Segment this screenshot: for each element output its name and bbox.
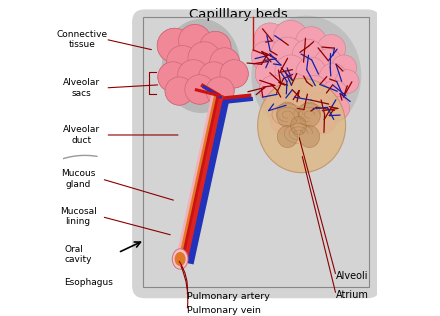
Text: Connective
tissue: Connective tissue bbox=[56, 29, 107, 49]
Circle shape bbox=[188, 42, 220, 74]
Circle shape bbox=[271, 37, 304, 70]
Ellipse shape bbox=[291, 116, 306, 135]
Circle shape bbox=[165, 77, 193, 105]
Circle shape bbox=[326, 96, 350, 120]
Ellipse shape bbox=[298, 102, 320, 127]
Circle shape bbox=[285, 90, 312, 118]
Circle shape bbox=[273, 21, 308, 55]
Polygon shape bbox=[183, 94, 224, 262]
Polygon shape bbox=[178, 94, 226, 264]
Circle shape bbox=[220, 60, 248, 88]
Circle shape bbox=[167, 46, 198, 77]
Circle shape bbox=[167, 46, 198, 77]
Circle shape bbox=[279, 73, 308, 103]
Circle shape bbox=[254, 23, 286, 56]
Ellipse shape bbox=[162, 19, 240, 113]
Circle shape bbox=[165, 77, 193, 105]
Text: Pulmonary vein: Pulmonary vein bbox=[187, 306, 261, 315]
Circle shape bbox=[157, 28, 192, 63]
Circle shape bbox=[158, 62, 188, 92]
Circle shape bbox=[198, 62, 229, 92]
Circle shape bbox=[251, 41, 283, 72]
Text: Pulmonary artery: Pulmonary artery bbox=[187, 292, 270, 301]
Ellipse shape bbox=[299, 125, 320, 148]
Polygon shape bbox=[194, 88, 220, 97]
Circle shape bbox=[317, 34, 345, 63]
Circle shape bbox=[158, 62, 188, 92]
Ellipse shape bbox=[172, 249, 188, 269]
Circle shape bbox=[185, 75, 214, 104]
Circle shape bbox=[209, 48, 240, 78]
Polygon shape bbox=[223, 97, 253, 104]
Circle shape bbox=[322, 80, 347, 105]
Text: Alveolar
sacs: Alveolar sacs bbox=[63, 78, 100, 98]
Text: Alveolar
duct: Alveolar duct bbox=[63, 125, 100, 145]
Ellipse shape bbox=[251, 16, 361, 135]
Circle shape bbox=[185, 75, 214, 104]
Circle shape bbox=[255, 59, 285, 89]
Circle shape bbox=[314, 49, 342, 77]
Circle shape bbox=[306, 93, 332, 119]
Text: Capilllary beds: Capilllary beds bbox=[190, 8, 288, 21]
Circle shape bbox=[209, 48, 240, 78]
Circle shape bbox=[188, 42, 220, 74]
Polygon shape bbox=[202, 85, 222, 99]
FancyBboxPatch shape bbox=[132, 9, 380, 298]
Circle shape bbox=[200, 31, 231, 63]
Circle shape bbox=[275, 55, 306, 86]
Ellipse shape bbox=[277, 125, 298, 148]
Circle shape bbox=[179, 24, 211, 57]
Circle shape bbox=[198, 62, 229, 92]
Circle shape bbox=[200, 31, 231, 63]
Circle shape bbox=[295, 27, 327, 58]
Text: Alveoli: Alveoli bbox=[336, 271, 369, 281]
Polygon shape bbox=[187, 97, 230, 264]
Circle shape bbox=[292, 39, 323, 71]
Circle shape bbox=[220, 60, 248, 88]
Circle shape bbox=[157, 28, 192, 63]
Circle shape bbox=[290, 107, 316, 133]
Polygon shape bbox=[176, 94, 228, 264]
Circle shape bbox=[335, 70, 359, 94]
Circle shape bbox=[206, 77, 234, 105]
Text: Mucosal
lining: Mucosal lining bbox=[60, 207, 96, 226]
Circle shape bbox=[270, 108, 295, 133]
Text: Oral
cavity: Oral cavity bbox=[65, 245, 92, 264]
Polygon shape bbox=[221, 94, 252, 101]
Circle shape bbox=[178, 60, 209, 91]
Polygon shape bbox=[200, 83, 221, 97]
Circle shape bbox=[312, 110, 336, 134]
Text: Esophagus: Esophagus bbox=[65, 278, 114, 287]
Text: Mucous
gland: Mucous gland bbox=[61, 169, 95, 189]
Ellipse shape bbox=[175, 252, 186, 266]
Ellipse shape bbox=[258, 78, 345, 173]
Circle shape bbox=[331, 55, 356, 80]
Circle shape bbox=[319, 63, 347, 91]
Text: Atrium: Atrium bbox=[336, 290, 369, 300]
Polygon shape bbox=[180, 95, 224, 263]
Circle shape bbox=[179, 24, 211, 57]
Circle shape bbox=[259, 75, 287, 104]
Circle shape bbox=[265, 92, 291, 118]
Circle shape bbox=[300, 75, 328, 104]
Circle shape bbox=[296, 57, 326, 87]
Circle shape bbox=[178, 60, 209, 91]
Circle shape bbox=[206, 77, 234, 105]
Ellipse shape bbox=[276, 102, 298, 127]
